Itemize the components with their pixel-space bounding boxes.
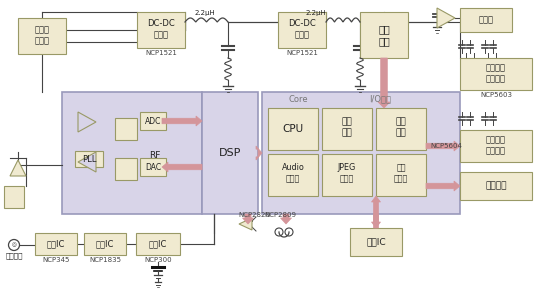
Text: 相機: 相機 <box>378 24 390 34</box>
Text: 充電IC: 充電IC <box>96 239 114 249</box>
Text: 轉換器: 轉換器 <box>153 30 168 39</box>
Text: NCP300: NCP300 <box>144 257 172 263</box>
Bar <box>360 12 408 58</box>
Polygon shape <box>426 181 460 191</box>
Bar <box>460 172 532 200</box>
Polygon shape <box>437 8 455 28</box>
Bar <box>350 228 402 256</box>
Text: 液晶模組: 液晶模組 <box>485 181 507 191</box>
Text: 模組: 模組 <box>378 36 390 46</box>
Polygon shape <box>371 196 381 228</box>
Bar <box>322 108 372 150</box>
Bar <box>460 130 532 162</box>
Text: 編解碼: 編解碼 <box>286 175 300 184</box>
Text: ◎: ◎ <box>12 242 16 247</box>
Text: NCP2809: NCP2809 <box>264 212 296 218</box>
Bar <box>136 233 180 255</box>
Text: 高效率液: 高效率液 <box>486 136 506 144</box>
Text: DSP: DSP <box>219 148 241 158</box>
Polygon shape <box>243 214 254 224</box>
Text: DAC: DAC <box>145 163 161 171</box>
Polygon shape <box>162 162 202 172</box>
Text: 2.2µH: 2.2µH <box>306 10 326 16</box>
Text: 穩壓器: 穩壓器 <box>35 36 50 46</box>
Text: Core: Core <box>288 94 308 104</box>
Text: 模組: 模組 <box>342 128 353 138</box>
Polygon shape <box>78 112 96 132</box>
Polygon shape <box>162 116 202 126</box>
Bar <box>268 154 318 196</box>
Polygon shape <box>426 141 460 151</box>
Text: 保護IC: 保護IC <box>47 239 65 249</box>
Polygon shape <box>378 58 390 108</box>
Text: CPU: CPU <box>283 124 304 134</box>
Bar <box>35 233 77 255</box>
Text: Audio: Audio <box>282 163 305 173</box>
Text: 相機: 相機 <box>395 118 406 126</box>
Text: 液晶: 液晶 <box>396 163 406 173</box>
Text: 編解碼: 編解碼 <box>340 175 354 184</box>
Text: 控制器: 控制器 <box>394 175 408 184</box>
Text: 記憶IC: 記憶IC <box>366 237 386 247</box>
Bar <box>62 92 202 214</box>
Bar <box>84 233 126 255</box>
Text: 管理IC: 管理IC <box>149 239 167 249</box>
Text: 充電輸入: 充電輸入 <box>6 253 23 259</box>
Bar <box>376 108 426 150</box>
Text: NCP345: NCP345 <box>42 257 70 263</box>
Text: 2.2µH: 2.2µH <box>195 10 216 16</box>
Text: 高效率液: 高效率液 <box>486 64 506 73</box>
Text: PLL: PLL <box>82 155 96 163</box>
Bar <box>278 12 326 48</box>
Bar <box>115 158 137 180</box>
Text: JPEG: JPEG <box>338 163 356 173</box>
Text: 轉換器: 轉換器 <box>294 30 310 39</box>
Text: NCP2820: NCP2820 <box>238 212 270 218</box>
Text: NCP5604: NCP5604 <box>430 143 462 149</box>
Text: 介面: 介面 <box>395 128 406 138</box>
Text: 相機: 相機 <box>342 118 353 126</box>
Text: 晶驅動器: 晶驅動器 <box>486 75 506 83</box>
Polygon shape <box>78 152 96 172</box>
Text: 低噪訊: 低噪訊 <box>35 25 50 35</box>
Bar <box>18 18 66 54</box>
Text: ADC: ADC <box>145 117 161 126</box>
Bar <box>75 151 103 167</box>
Text: DC-DC: DC-DC <box>147 20 175 28</box>
Polygon shape <box>371 214 381 228</box>
Bar <box>376 154 426 196</box>
Bar <box>262 92 460 214</box>
Polygon shape <box>10 160 26 176</box>
Bar <box>460 58 532 90</box>
Bar <box>137 12 185 48</box>
Bar <box>268 108 318 150</box>
Text: RF: RF <box>149 150 161 160</box>
Polygon shape <box>256 146 262 160</box>
Bar <box>115 118 137 140</box>
Bar <box>140 112 166 130</box>
Bar <box>322 154 372 196</box>
Bar <box>202 92 258 214</box>
Text: NCP5603: NCP5603 <box>480 92 512 98</box>
Bar <box>4 186 24 208</box>
Text: I/O電壓: I/O電壓 <box>369 94 391 104</box>
Polygon shape <box>280 214 292 224</box>
Text: 閃光燈: 閃光燈 <box>478 15 493 25</box>
Bar <box>140 158 166 176</box>
Text: NCP1521: NCP1521 <box>145 50 177 56</box>
Text: 晶驅動器: 晶驅動器 <box>486 147 506 155</box>
Text: NCP1521: NCP1521 <box>286 50 318 56</box>
Polygon shape <box>239 218 252 230</box>
Text: NCP1835: NCP1835 <box>89 257 121 263</box>
Text: DC-DC: DC-DC <box>288 20 316 28</box>
Bar <box>460 8 512 32</box>
